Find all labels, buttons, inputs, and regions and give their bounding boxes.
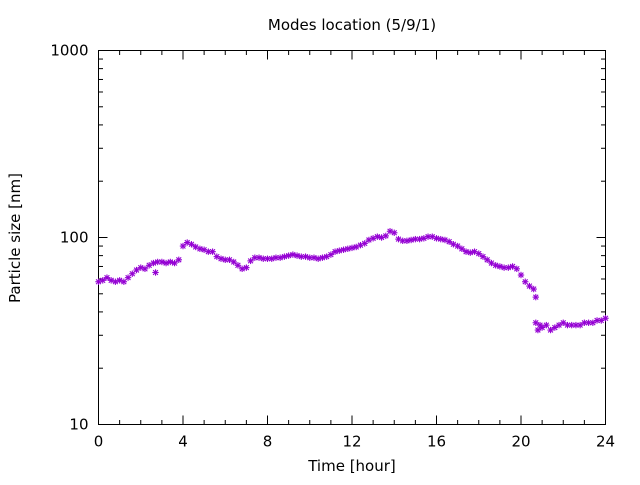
data-point — [564, 321, 571, 329]
data-point — [171, 259, 178, 267]
data-point — [137, 264, 144, 271]
data-point — [391, 229, 398, 236]
x-tick-label: 0 — [94, 433, 104, 451]
data-point — [433, 235, 440, 242]
data-point — [437, 235, 444, 243]
chart-title: Modes location (5/9/1) — [268, 16, 436, 34]
data-point — [217, 255, 225, 262]
data-point — [293, 252, 301, 259]
x-tick-label: 16 — [427, 433, 446, 451]
x-axis-label: Time [hour] — [307, 457, 396, 475]
data-point — [196, 245, 204, 253]
data-point — [513, 265, 520, 273]
data-point — [458, 245, 466, 253]
data-point — [327, 251, 335, 258]
data-point — [522, 278, 529, 285]
data-point — [382, 232, 389, 240]
data-point — [403, 237, 411, 245]
y-tick-label: 1000 — [50, 42, 88, 60]
data-point — [222, 256, 229, 263]
data-point — [243, 264, 250, 271]
data-point — [276, 254, 284, 261]
data-point — [331, 248, 339, 255]
data-point — [454, 242, 461, 250]
data-point — [141, 265, 149, 273]
data-point — [175, 256, 182, 263]
plot-frame — [98, 50, 606, 425]
data-point — [340, 246, 347, 253]
data-point — [467, 249, 474, 256]
data-point — [281, 253, 288, 260]
data-point — [361, 240, 368, 247]
data-point — [230, 258, 237, 266]
data-points — [95, 228, 609, 334]
x-tick-label: 4 — [178, 433, 188, 451]
data-point — [336, 247, 343, 254]
y-tick-label: 100 — [60, 229, 89, 247]
data-point — [302, 253, 309, 260]
data-point — [247, 257, 254, 265]
data-point — [602, 315, 609, 322]
y-axis-label: Particle size [nm] — [6, 173, 24, 303]
data-point — [310, 254, 318, 261]
data-point — [492, 262, 499, 269]
x-tick-label: 8 — [263, 433, 273, 451]
axis-tick-labels: 0 4 8 12 16 20 24 10 100 1000 — [50, 42, 615, 451]
data-point — [576, 321, 584, 329]
data-point — [120, 278, 128, 285]
data-point — [496, 263, 504, 270]
data-point — [167, 258, 174, 266]
data-point — [179, 242, 187, 250]
data-point — [150, 259, 157, 267]
data-point — [416, 235, 423, 243]
x-tick-label: 12 — [342, 433, 361, 451]
data-point — [268, 255, 275, 262]
data-point — [475, 250, 482, 257]
data-point — [532, 293, 539, 301]
y-tick-label: 10 — [69, 416, 88, 434]
axis-ticks — [98, 50, 606, 425]
data-point — [484, 256, 491, 263]
data-point — [158, 258, 166, 266]
data-point — [234, 262, 242, 269]
data-point — [505, 264, 512, 271]
data-point — [315, 255, 322, 262]
data-point — [255, 254, 263, 261]
data-point — [374, 233, 381, 240]
data-point — [462, 248, 470, 255]
data-point — [572, 321, 580, 329]
data-point — [348, 244, 356, 252]
data-point — [530, 285, 537, 293]
x-tick-label: 20 — [511, 433, 530, 451]
data-point — [238, 265, 246, 273]
data-point — [152, 269, 159, 276]
data-point — [162, 259, 170, 267]
x-tick-label: 24 — [596, 433, 615, 451]
data-point — [319, 254, 326, 261]
data-point — [285, 252, 292, 259]
data-point — [407, 236, 415, 244]
data-point — [543, 321, 550, 329]
data-point — [479, 253, 487, 260]
data-point — [289, 251, 297, 258]
data-point — [517, 271, 525, 279]
data-point — [124, 274, 132, 281]
data-point — [344, 245, 351, 253]
data-point — [209, 248, 216, 255]
data-point — [526, 282, 533, 290]
